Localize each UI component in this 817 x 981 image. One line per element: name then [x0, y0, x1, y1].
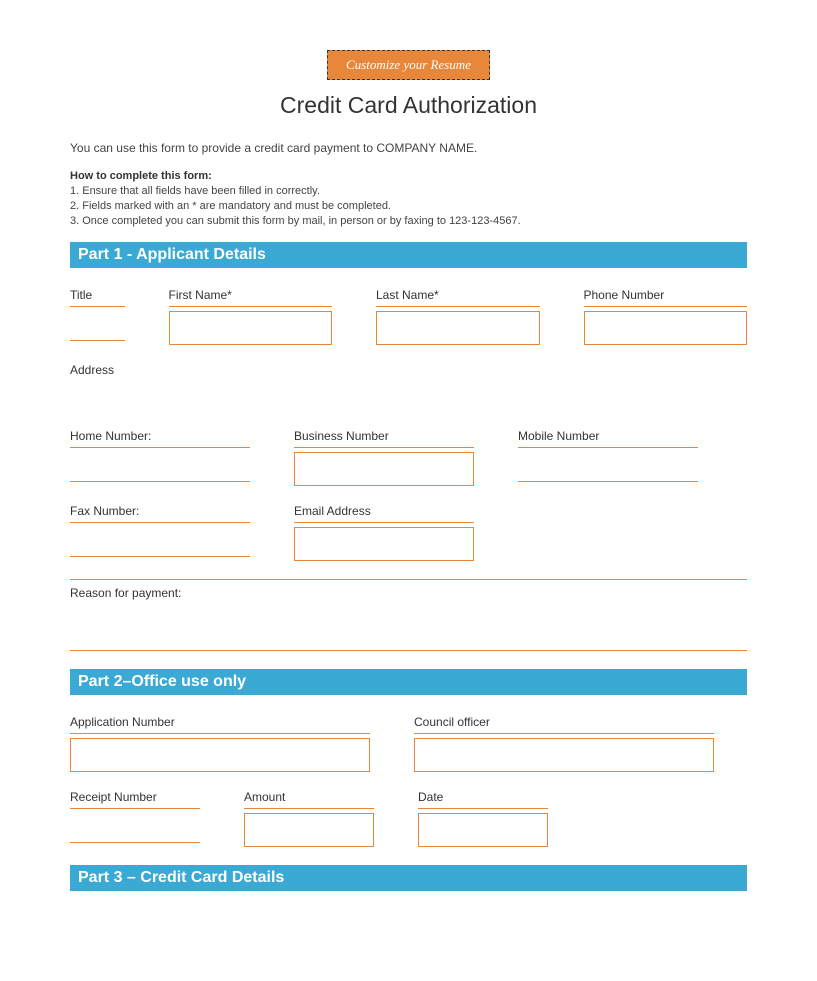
reason-label: Reason for payment:: [70, 579, 747, 600]
howto-heading: How to complete this form:: [70, 169, 747, 184]
howto-step-1: 1. Ensure that all fields have been fill…: [70, 184, 747, 199]
part3-header: Part 3 – Credit Card Details: [70, 865, 747, 891]
phone-label: Phone Number: [584, 288, 748, 307]
business-number-label: Business Number: [294, 429, 474, 448]
page-title: Credit Card Authorization: [70, 92, 747, 119]
email-label: Email Address: [294, 504, 474, 523]
receipt-number-input[interactable]: [70, 813, 200, 843]
application-number-label: Application Number: [70, 715, 370, 734]
first-name-label: First Name*: [169, 288, 333, 307]
howto-step-2: 2. Fields marked with an * are mandatory…: [70, 199, 747, 214]
date-label: Date: [418, 790, 548, 809]
date-input[interactable]: [418, 813, 548, 847]
title-input[interactable]: [70, 311, 125, 341]
receipt-number-label: Receipt Number: [70, 790, 200, 809]
fax-number-label: Fax Number:: [70, 504, 250, 523]
part1-header: Part 1 - Applicant Details: [70, 242, 747, 268]
amount-label: Amount: [244, 790, 374, 809]
council-officer-input[interactable]: [414, 738, 714, 772]
part2-header: Part 2–Office use only: [70, 669, 747, 695]
howto-block: How to complete this form: 1. Ensure tha…: [70, 169, 747, 228]
mobile-number-input[interactable]: [518, 452, 698, 482]
last-name-label: Last Name*: [376, 288, 540, 307]
council-officer-label: Council officer: [414, 715, 714, 734]
address-label: Address: [70, 363, 747, 377]
divider: [70, 650, 747, 651]
home-number-label: Home Number:: [70, 429, 250, 448]
last-name-input[interactable]: [376, 311, 540, 345]
intro-text: You can use this form to provide a credi…: [70, 141, 747, 155]
home-number-input[interactable]: [70, 452, 250, 482]
amount-input[interactable]: [244, 813, 374, 847]
customize-resume-button[interactable]: Customize your Resume: [327, 50, 490, 80]
phone-input[interactable]: [584, 311, 748, 345]
address-input[interactable]: [70, 381, 747, 411]
application-number-input[interactable]: [70, 738, 370, 772]
email-input[interactable]: [294, 527, 474, 561]
title-label: Title: [70, 288, 125, 307]
first-name-input[interactable]: [169, 311, 333, 345]
business-number-input[interactable]: [294, 452, 474, 486]
howto-step-3: 3. Once completed you can submit this fo…: [70, 214, 747, 229]
mobile-number-label: Mobile Number: [518, 429, 698, 448]
fax-number-input[interactable]: [70, 527, 250, 557]
